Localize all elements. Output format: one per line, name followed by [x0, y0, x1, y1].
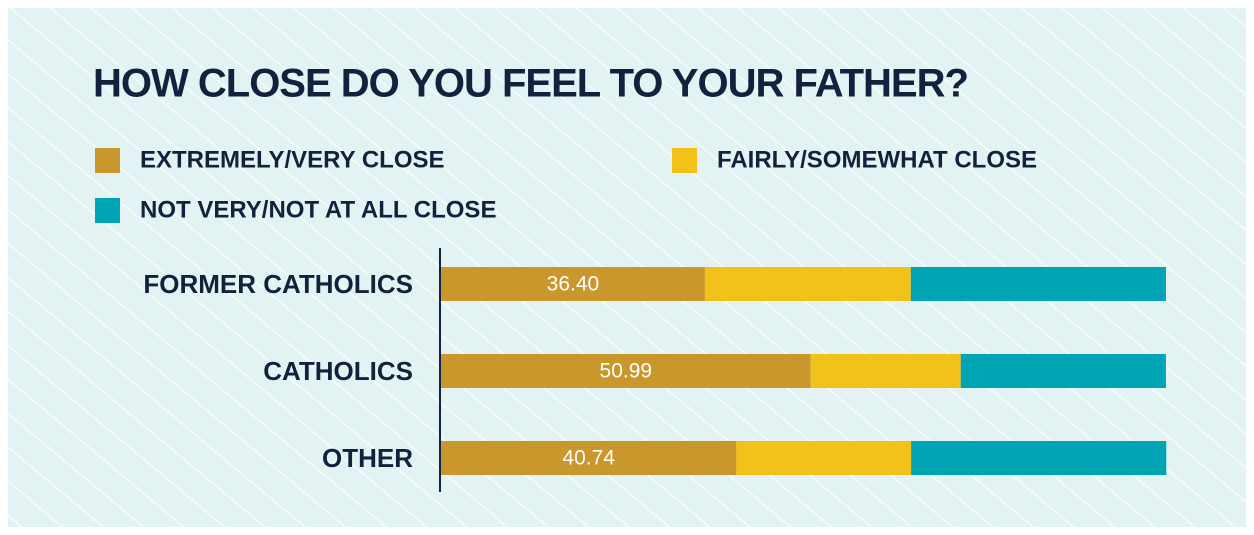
- bar-segment: [704, 267, 911, 301]
- bar-segment: [911, 441, 1167, 475]
- bar-segment: [441, 354, 811, 388]
- bar-segment: [441, 267, 705, 301]
- legend-swatch: [672, 148, 697, 173]
- legend-swatch: [95, 198, 120, 223]
- bar-segment: [810, 354, 961, 388]
- bar-segment: [736, 441, 912, 475]
- bar-segment: [441, 441, 737, 475]
- category-label: OTHER: [322, 443, 413, 473]
- category-label: FORMER CATHOLICS: [143, 269, 413, 299]
- bar-segment: [960, 354, 1166, 388]
- data-label: 50.99: [600, 360, 653, 383]
- chart-title: HOW CLOSE DO YOU FEEL TO YOUR FATHER?: [93, 62, 968, 106]
- legend-swatch: [95, 148, 120, 173]
- data-label: 36.40: [547, 273, 600, 296]
- legend-label: NOT VERY/NOT AT ALL CLOSE: [140, 196, 496, 223]
- legend-label: FAIRLY/SOMEWHAT CLOSE: [717, 146, 1037, 173]
- data-label: 40.74: [562, 447, 615, 470]
- bar-segment: [910, 267, 1166, 301]
- legend-label: EXTREMELY/VERY CLOSE: [140, 146, 445, 173]
- category-label: CATHOLICS: [263, 356, 413, 386]
